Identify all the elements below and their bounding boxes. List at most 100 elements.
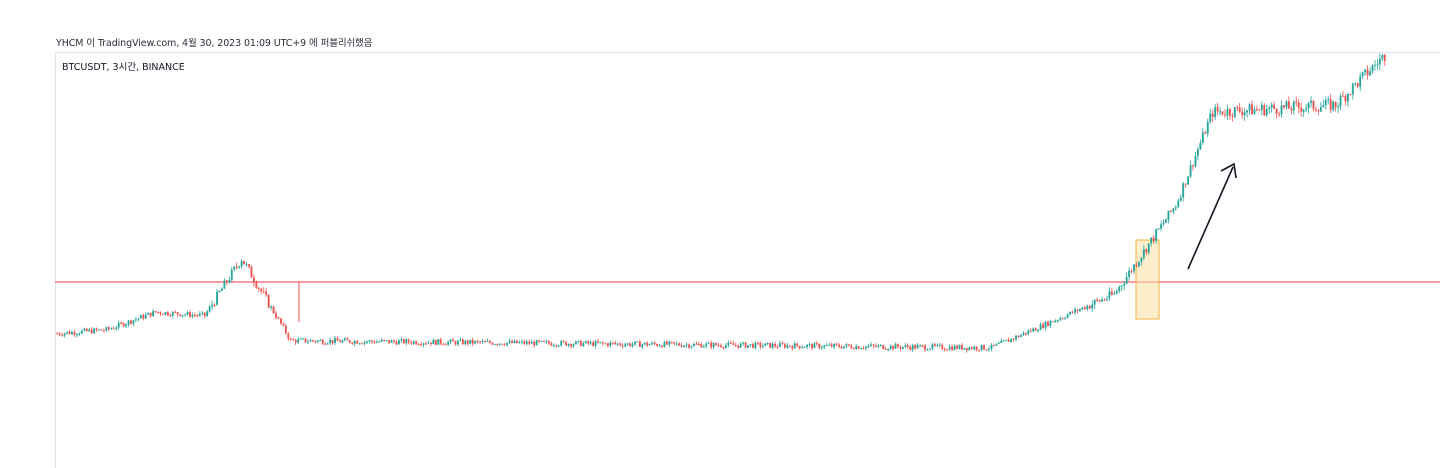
candle-body (638, 341, 641, 347)
candle (690, 345, 693, 349)
candle (240, 259, 243, 269)
candle-body (1270, 104, 1273, 108)
candle-body (479, 341, 482, 343)
candle (272, 305, 275, 314)
candle (887, 348, 890, 352)
candle (911, 343, 914, 352)
candle-body (678, 343, 681, 346)
candle (754, 341, 757, 350)
candle-body (675, 343, 678, 345)
candle (157, 311, 159, 314)
candle-body (938, 344, 941, 346)
candle (1101, 296, 1103, 303)
publish-credit: YHCM 이 TradingView.com, 4월 30, 2023 01:0… (56, 38, 373, 49)
candle-body (272, 306, 275, 314)
candle (1209, 108, 1212, 125)
candle-body (339, 340, 341, 343)
candle-body (503, 344, 506, 346)
candle-body (988, 348, 990, 350)
candle (282, 322, 285, 327)
candle-body (619, 343, 622, 346)
candle-body (796, 343, 799, 346)
candle-body (461, 339, 464, 345)
candle-body (1376, 64, 1379, 66)
trend-arrow-shaft[interactable] (1187, 166, 1234, 270)
candle (189, 309, 191, 319)
candle (1054, 319, 1057, 323)
candle (570, 343, 572, 349)
candle-body (970, 347, 973, 349)
candle-body (189, 312, 191, 317)
candle (867, 344, 870, 349)
candle (897, 343, 899, 349)
candle-body (297, 339, 300, 343)
candle (459, 337, 462, 342)
candle-body (582, 343, 585, 347)
candle-body (304, 338, 307, 343)
candle-body (1327, 99, 1330, 101)
candle-body (717, 345, 720, 347)
candle-body (498, 343, 501, 345)
candle-body (742, 342, 745, 344)
candle-body (523, 341, 526, 344)
candle-body (1260, 105, 1263, 110)
breakout-highlight-box[interactable] (1135, 239, 1160, 320)
candle (1147, 243, 1150, 255)
candle-body (493, 344, 496, 346)
candle (1096, 297, 1099, 302)
candle-body (1039, 324, 1042, 331)
candle-body (488, 340, 491, 343)
candle (661, 345, 663, 348)
candle-body (811, 344, 813, 349)
candle (339, 339, 341, 343)
candle-body (518, 342, 521, 344)
candle (378, 340, 381, 343)
candle-body (818, 343, 821, 349)
candle (1280, 100, 1283, 118)
candle-body (71, 332, 73, 335)
candle-body (1059, 318, 1062, 321)
candle-body (562, 341, 565, 343)
candle (599, 342, 602, 344)
candle-body (850, 345, 853, 349)
candle-body (1182, 183, 1185, 198)
candle-body (774, 343, 777, 347)
candle-body (865, 346, 867, 349)
candle (299, 337, 302, 340)
candle (766, 342, 769, 346)
candle-body (953, 345, 956, 351)
candle-body (975, 346, 978, 350)
candle (656, 343, 659, 347)
candle-body (732, 343, 735, 346)
chart-pane[interactable] (55, 52, 1440, 468)
candle-body (334, 338, 336, 343)
candle-body (1378, 58, 1381, 65)
candle (1000, 338, 1003, 343)
candle-body (1049, 321, 1052, 326)
candle (788, 345, 791, 348)
candle (506, 342, 509, 347)
candle (321, 338, 324, 345)
candle-body (417, 344, 420, 346)
candle (493, 343, 496, 346)
candle-body (412, 341, 415, 344)
candle (125, 323, 127, 329)
candle (545, 339, 548, 344)
candle-body (294, 339, 297, 343)
candle (879, 343, 882, 347)
candle-body (66, 331, 68, 334)
candle (1017, 334, 1020, 338)
candle (705, 342, 708, 349)
candle-body (1019, 334, 1022, 338)
candle (1324, 96, 1327, 110)
candle (1152, 234, 1155, 244)
candle (159, 311, 162, 316)
candle-body (405, 339, 408, 344)
candle (1194, 152, 1197, 168)
candle (808, 342, 811, 348)
candle-body (700, 344, 703, 348)
candle (511, 339, 513, 344)
candle-body (1209, 113, 1212, 122)
candle (921, 344, 924, 348)
